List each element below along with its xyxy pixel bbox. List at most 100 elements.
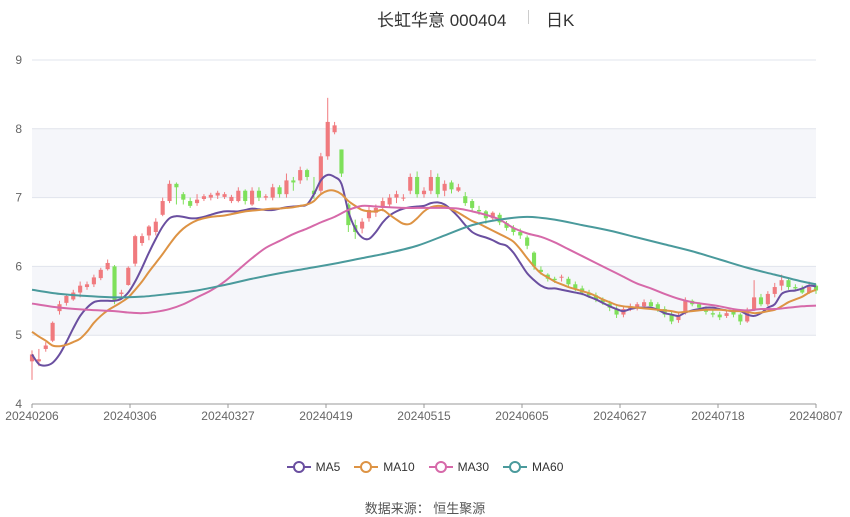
candle-body [717, 314, 722, 318]
candle-body [153, 221, 158, 232]
series-line-ma60 [31, 215, 817, 299]
candle [758, 293, 764, 307]
candle-body [470, 201, 475, 208]
candle-body [683, 300, 688, 314]
candle [765, 291, 770, 307]
candle-body [635, 304, 640, 308]
candle [98, 267, 103, 281]
candle [318, 152, 323, 195]
candle-body [813, 285, 819, 291]
candle-body [724, 313, 729, 316]
candle-body [758, 297, 764, 305]
candle-body [380, 201, 385, 208]
candle-body [745, 311, 750, 322]
candle-body [676, 315, 681, 321]
candle [222, 192, 227, 199]
candle-body [538, 269, 543, 272]
candle [662, 306, 667, 318]
candle [208, 192, 213, 201]
candle-body [270, 187, 275, 198]
moving-average-lines [31, 173, 817, 367]
legend-marker-icon [354, 461, 379, 473]
candle [64, 293, 69, 306]
candle-body [84, 284, 90, 288]
legend-item-ma10[interactable]: MA10 [354, 460, 415, 474]
candle [752, 280, 757, 312]
candle-body [236, 190, 241, 202]
candle-body [573, 284, 578, 289]
candle [676, 313, 681, 323]
candle-body [552, 278, 557, 281]
legend-item-ma60[interactable]: MA60 [503, 460, 563, 474]
candle-body [243, 190, 248, 202]
candle [146, 225, 151, 241]
candle-body [669, 314, 674, 322]
x-tick-label: 20240718 [691, 409, 745, 423]
candle [201, 194, 206, 202]
candle [153, 218, 158, 236]
candle-body [442, 183, 447, 191]
candle-body [490, 212, 495, 219]
x-tick-label: 20240419 [299, 409, 353, 423]
candle-body [133, 236, 138, 264]
candle-body [731, 311, 736, 315]
candle [717, 311, 722, 321]
candle [360, 218, 365, 234]
candle-body [263, 196, 268, 198]
candle [470, 198, 475, 212]
x-tick-label: 20240627 [593, 409, 647, 423]
candle-body [697, 304, 702, 308]
candle-body [456, 187, 461, 191]
candle [772, 282, 777, 298]
candle-body [435, 176, 440, 195]
candle-body [208, 194, 213, 198]
legend-item-ma30[interactable]: MA30 [428, 460, 489, 474]
candle-body [194, 199, 200, 204]
chart-header: 长虹华意 000404 日K [0, 4, 850, 30]
candle-body [201, 196, 206, 199]
candle [277, 185, 282, 198]
candle-body [167, 183, 172, 202]
candle-body [642, 302, 647, 307]
candle [126, 266, 131, 286]
candle [559, 274, 564, 282]
candle-body [793, 287, 798, 289]
candle [139, 233, 145, 246]
candle-body [807, 287, 812, 293]
candle-body [36, 359, 41, 362]
candle-body [518, 232, 523, 236]
candle [449, 180, 454, 194]
y-tick-label: 7 [15, 191, 22, 205]
y-axis: 4 5 6 7 8 9 [15, 53, 22, 411]
legend-marker-icon [503, 461, 528, 473]
candle-body [648, 302, 654, 307]
candle [284, 173, 289, 198]
candle-body [112, 266, 117, 301]
candle-body [525, 237, 530, 246]
candle-body [531, 252, 537, 267]
candle [394, 190, 399, 204]
candle [105, 259, 110, 271]
candle-body [449, 182, 454, 190]
candle [305, 168, 310, 181]
candle-body [215, 192, 220, 196]
candle-body [504, 223, 509, 228]
candle-body [738, 314, 743, 322]
candle [366, 205, 372, 222]
title-separator [528, 10, 529, 24]
candle [635, 302, 640, 311]
candle-body [119, 292, 124, 294]
candle-body [256, 190, 262, 198]
legend-label: MA10 [383, 460, 415, 474]
legend-item-ma5[interactable]: MA5 [286, 460, 340, 474]
candle-body [188, 201, 193, 206]
candle-body [98, 269, 103, 279]
candle [263, 194, 268, 201]
candle-body [332, 125, 337, 133]
candle [167, 180, 172, 204]
candle [724, 310, 729, 318]
candle-body [476, 209, 482, 212]
candle [50, 321, 55, 343]
candle-body [277, 187, 282, 195]
